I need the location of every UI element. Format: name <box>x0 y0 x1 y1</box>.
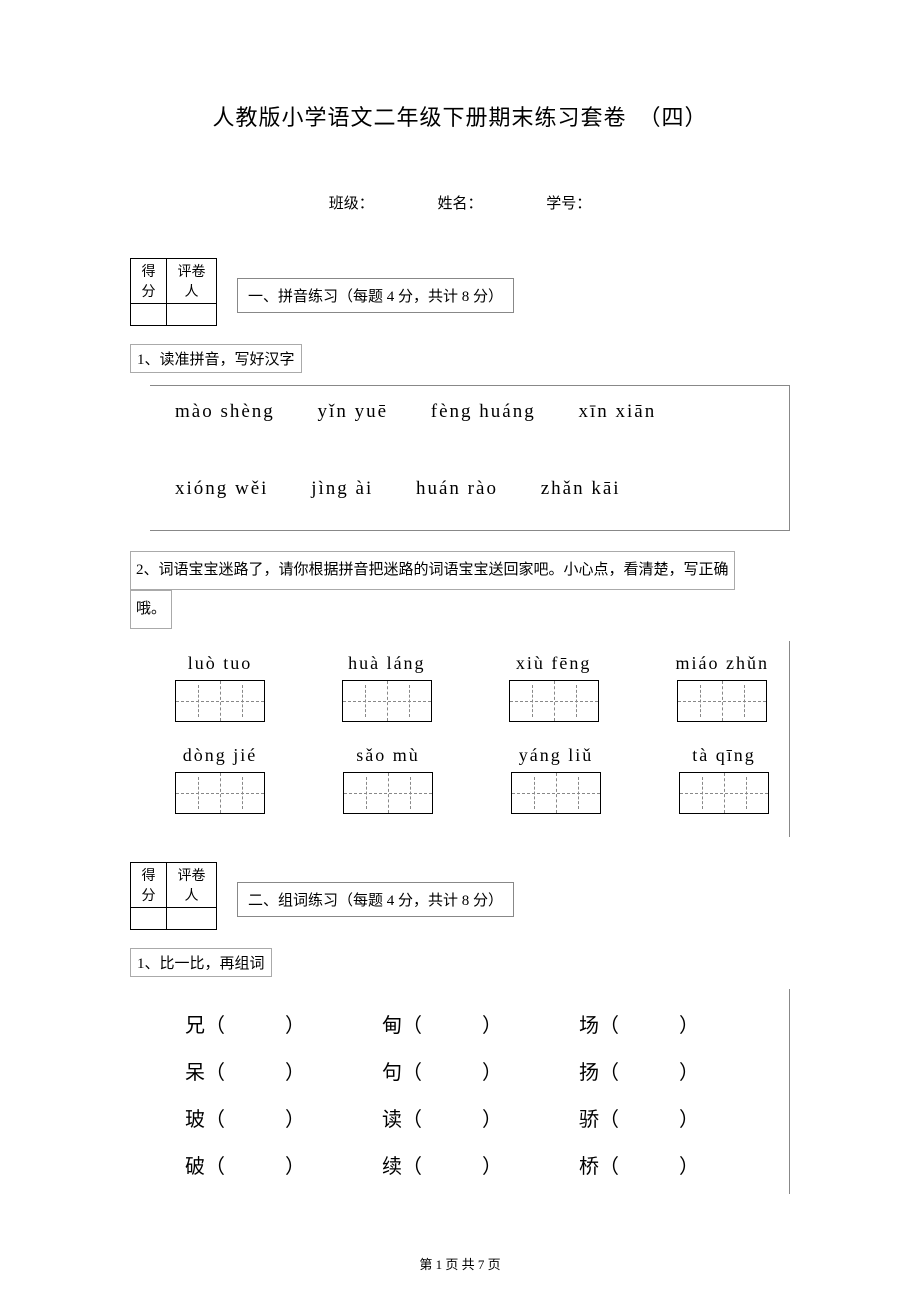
compare-item: 续（ ） <box>382 1150 562 1179</box>
pinyin-row: mào shèng yǐn yuē fèng huáng xīn xiān <box>175 401 764 423</box>
pinyin-word: mào shèng <box>175 401 275 423</box>
char-box <box>175 680 265 722</box>
pinyin-word: xióng wěi <box>175 478 268 500</box>
compare-item: 甸（ ） <box>382 1009 562 1038</box>
s2-q1-label: 1、比一比，再组词 <box>130 948 272 977</box>
q2-label: 2、词语宝宝迷路了，请你根据拼音把迷路的词语宝宝送回家吧。小心点，看清楚，写正确… <box>130 551 790 629</box>
char-box <box>679 772 769 814</box>
compare-item: 玻（ ） <box>185 1103 365 1132</box>
score-table: 得分评卷人 <box>130 862 217 930</box>
section1-header: 得分评卷人 一、拼音练习（每题 4 分，共计 8 分） <box>130 258 790 326</box>
compare-row: 兄（ ） 甸（ ） 场（ ） <box>185 1009 759 1038</box>
pinyin-word: yǐn yuē <box>318 401 388 423</box>
q2-text-2: 哦。 <box>130 590 172 629</box>
score-header: 得分 <box>131 863 167 908</box>
grid-row: luò tuo huà láng xiù fēng miáo zhǔn <box>175 653 769 727</box>
name-label: 姓名： <box>437 192 482 213</box>
section1-title: 一、拼音练习（每题 4 分，共计 8 分） <box>237 278 514 313</box>
q1-label: 1、读准拼音，写好汉字 <box>130 344 302 373</box>
char-box <box>677 680 767 722</box>
compare-item: 场（ ） <box>579 1009 759 1038</box>
student-info-row: 班级： 姓名： 学号： <box>130 192 790 213</box>
grid-item: yáng liǔ <box>511 745 601 819</box>
char-box <box>509 680 599 722</box>
grid-pinyin: dòng jié <box>175 745 265 766</box>
class-label: 班级： <box>329 192 374 213</box>
compare-item: 骄（ ） <box>579 1103 759 1132</box>
pinyin-word: jìng ài <box>311 478 373 500</box>
score-header: 得分 <box>131 259 167 304</box>
pinyin-box-1: mào shèng yǐn yuē fèng huáng xīn xiān xi… <box>150 385 790 531</box>
pinyin-word: fèng huáng <box>431 401 536 423</box>
grid-pinyin: sǎo mù <box>343 745 433 766</box>
compare-item: 呆（ ） <box>185 1056 365 1085</box>
grid-item: luò tuo <box>175 653 265 727</box>
compare-row: 玻（ ） 读（ ） 骄（ ） <box>185 1103 759 1132</box>
grid-item: dòng jié <box>175 745 265 819</box>
grid-item: miáo zhǔn <box>675 653 768 727</box>
compare-row: 呆（ ） 句（ ） 扬（ ） <box>185 1056 759 1085</box>
q2-text-1: 2、词语宝宝迷路了，请你根据拼音把迷路的词语宝宝送回家吧。小心点，看清楚，写正确 <box>130 551 735 590</box>
reviewer-header: 评卷人 <box>167 863 217 908</box>
grid-pinyin: tà qīng <box>679 745 769 766</box>
id-label: 学号： <box>546 192 591 213</box>
compare-item: 桥（ ） <box>579 1150 759 1179</box>
compare-item: 兄（ ） <box>185 1009 365 1038</box>
page-footer: 第 1 页 共 7 页 <box>0 1254 920 1273</box>
grid-pinyin: xiù fēng <box>509 653 599 674</box>
grid-item: xiù fēng <box>509 653 599 727</box>
compare-item: 句（ ） <box>382 1056 562 1085</box>
grid-item: sǎo mù <box>343 745 433 819</box>
char-box <box>511 772 601 814</box>
pinyin-word: xīn xiān <box>578 401 656 423</box>
grid-pinyin: miáo zhǔn <box>675 653 768 674</box>
compare-item: 读（ ） <box>382 1103 562 1132</box>
pinyin-word: zhǎn kāi <box>541 478 621 500</box>
grid-pinyin: luò tuo <box>175 653 265 674</box>
pinyin-grid-container: luò tuo huà láng xiù fēng miáo zhǔn dòng… <box>145 641 790 837</box>
grid-pinyin: yáng liǔ <box>511 745 601 766</box>
grid-pinyin: huà láng <box>342 653 432 674</box>
section2-header: 得分评卷人 二、组词练习（每题 4 分，共计 8 分） <box>130 862 790 930</box>
grid-item: tà qīng <box>679 745 769 819</box>
reviewer-header: 评卷人 <box>167 259 217 304</box>
compare-box: 兄（ ） 甸（ ） 场（ ） 呆（ ） 句（ ） 扬（ ） 玻（ ） 读（ ） … <box>145 989 790 1194</box>
section2-title: 二、组词练习（每题 4 分，共计 8 分） <box>237 882 514 917</box>
grid-row: dòng jié sǎo mù yáng liǔ tà qīng <box>175 745 769 819</box>
pinyin-row: xióng wěi jìng ài huán rào zhǎn kāi <box>175 478 764 500</box>
char-box <box>175 772 265 814</box>
compare-row: 破（ ） 续（ ） 桥（ ） <box>185 1150 759 1179</box>
document-title: 人教版小学语文二年级下册期末练习套卷 （四） <box>130 100 790 132</box>
compare-item: 破（ ） <box>185 1150 365 1179</box>
grid-item: huà láng <box>342 653 432 727</box>
char-box <box>343 772 433 814</box>
pinyin-word: huán rào <box>416 478 498 500</box>
score-table: 得分评卷人 <box>130 258 217 326</box>
char-box <box>342 680 432 722</box>
compare-item: 扬（ ） <box>579 1056 759 1085</box>
